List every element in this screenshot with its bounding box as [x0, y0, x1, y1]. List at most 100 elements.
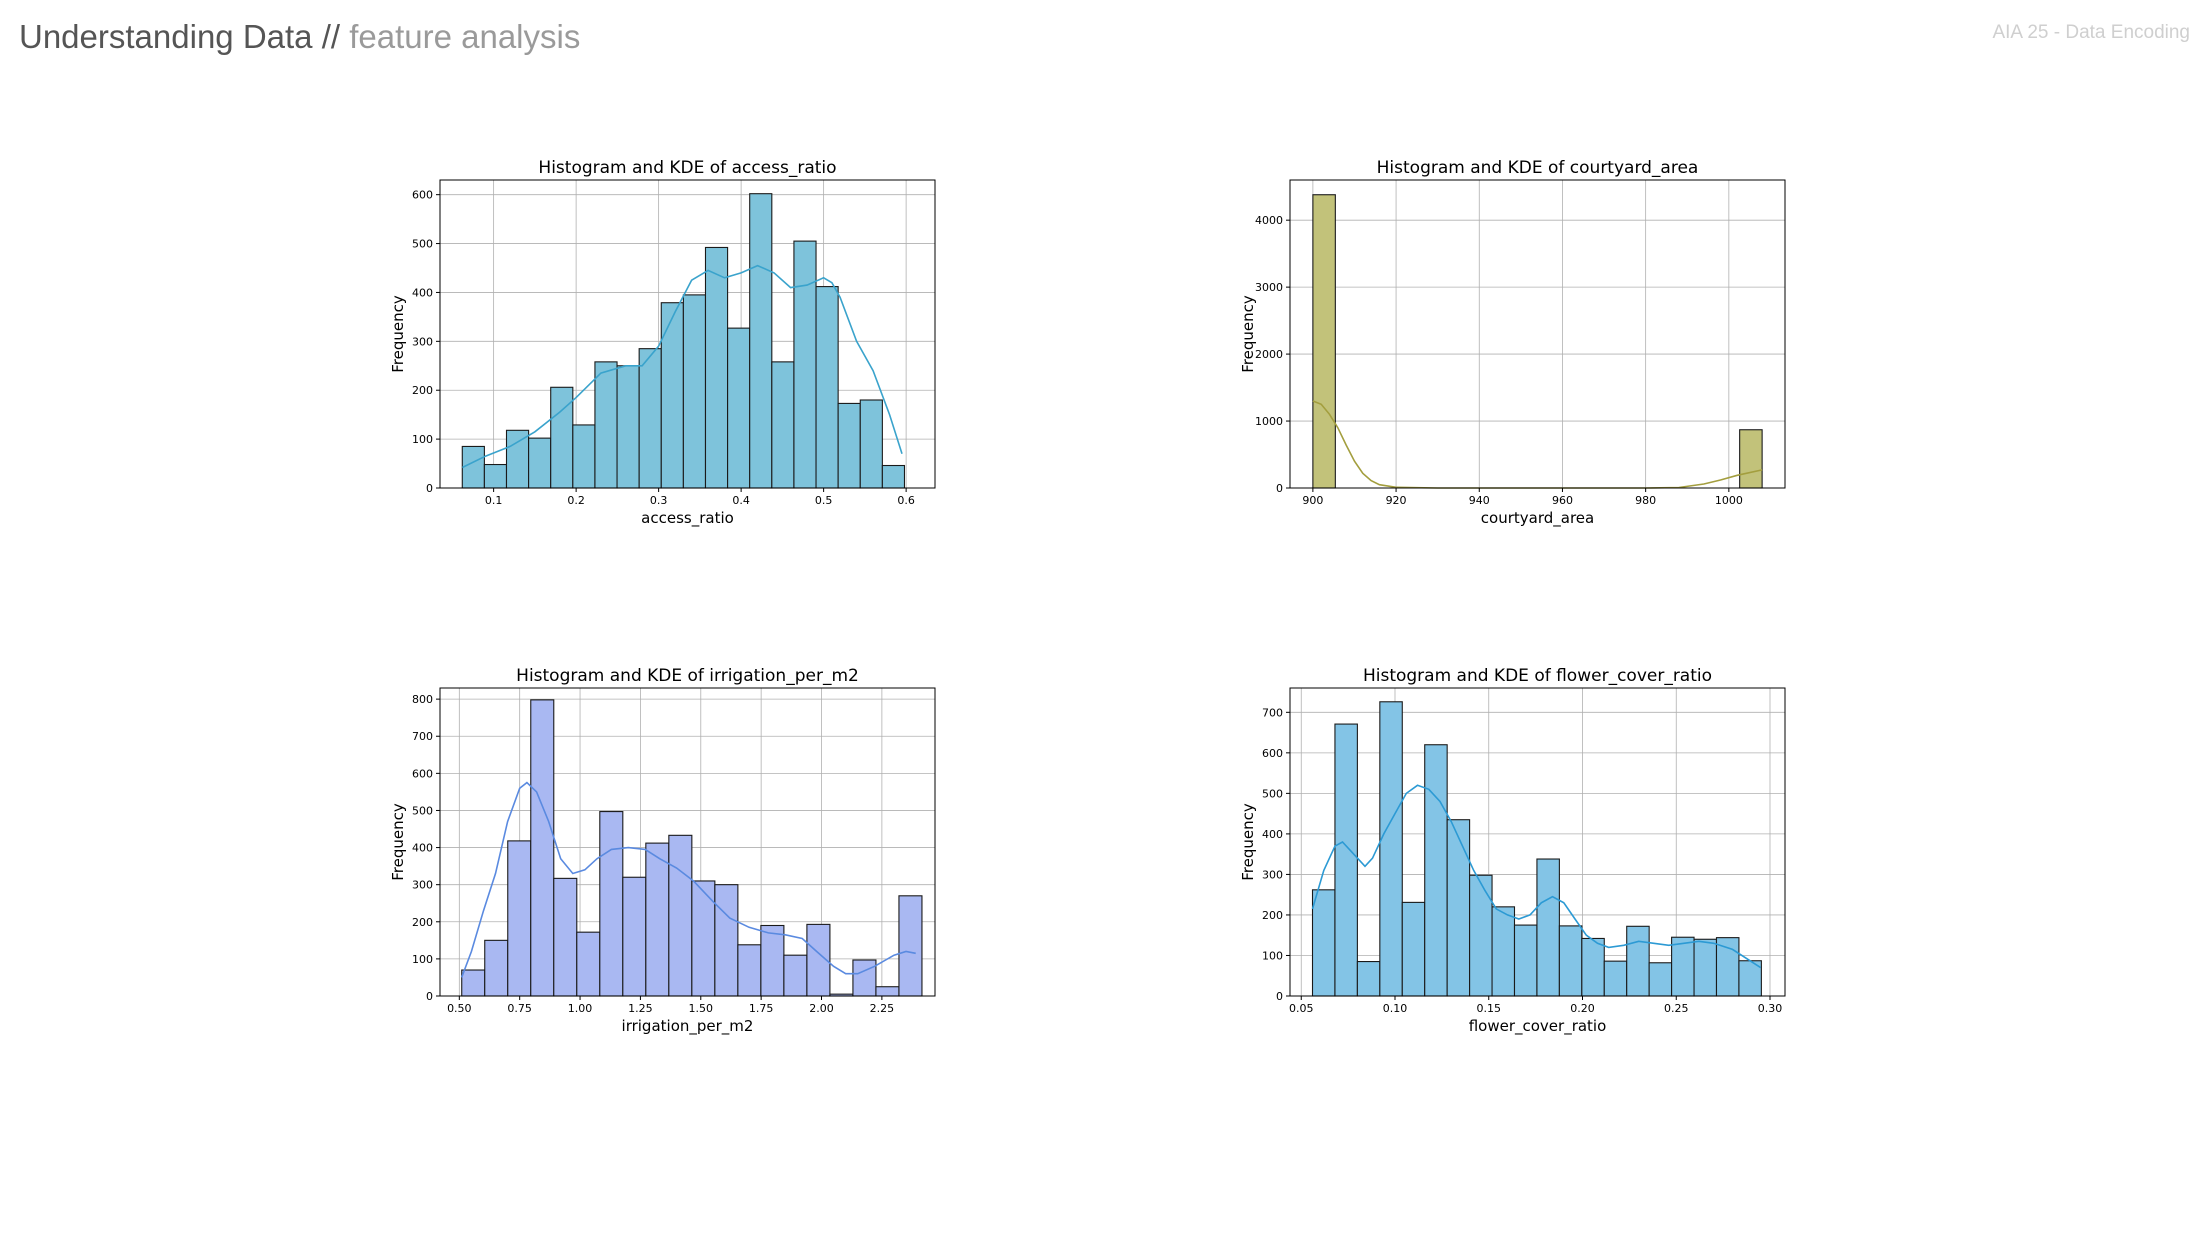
histogram-flower-cover-ratio: 0.05 0.10 0.15 0.20 0.25 0.30 0 100 200 300 400 500…: [1239, 666, 1786, 1036]
y-tick-label: 0: [426, 990, 433, 1003]
y-tick-label: 500: [1262, 787, 1283, 800]
histogram-bar: [1581, 937, 1605, 997]
x-tick-label: 2.00: [809, 1002, 834, 1015]
histogram-bar: [1469, 874, 1493, 997]
chart-title: Histogram and KDE of flower_cover_ratio: [1363, 666, 1712, 686]
histogram-bar: [1626, 925, 1650, 997]
histogram-bar: [1424, 744, 1448, 997]
y-tick-label: 0: [1276, 482, 1283, 495]
histogram-bar: [599, 811, 624, 997]
x-axis-label: irrigation_per_m2: [622, 1017, 754, 1036]
x-tick-label: 0.20: [1570, 1002, 1595, 1015]
histogram-bar: [594, 361, 618, 489]
histogram-bar: [1379, 701, 1403, 997]
y-tick-label: 600: [412, 767, 433, 780]
slide-subtitle: feature analysis: [349, 18, 581, 55]
x-tick-label: 0.50: [447, 1002, 472, 1015]
histogram-bar: [691, 880, 716, 997]
x-tick-label: 0.15: [1477, 1002, 1502, 1015]
y-tick-label: 0: [426, 482, 433, 495]
chart-title: Histogram and KDE of irrigation_per_m2: [516, 666, 859, 686]
x-tick-label: 920: [1386, 494, 1407, 507]
histogram-bar: [576, 931, 601, 997]
histogram-bar: [1311, 889, 1336, 997]
histogram-bar: [837, 402, 861, 489]
y-axis-label: Frequency: [389, 803, 407, 881]
x-tick-label: 0.05: [1289, 1002, 1314, 1015]
y-axis-label: Frequency: [1239, 295, 1257, 373]
histogram-bar: [1334, 723, 1358, 997]
histogram-bar: [668, 834, 693, 997]
histogram-bar: [530, 699, 555, 997]
histogram-bar: [859, 399, 883, 489]
plot-frame: [1289, 179, 1786, 489]
x-tick-label: 1.50: [689, 1002, 714, 1015]
histogram-access-ratio: 0.1 0.2 0.3 0.4 0.5 0.6 0 100 200 300 400 500 600 His…: [389, 158, 936, 528]
kde-curve: [1312, 400, 1763, 489]
histogram-bar: [622, 876, 647, 997]
histogram-bar: [1671, 936, 1695, 997]
y-tick-label: 400: [412, 286, 433, 299]
histogram-courtyard-area: 900 920 940 960 980 1000 0 1000 2000 3000 4000 Hist…: [1239, 158, 1786, 528]
x-tick-label: 1000: [1715, 494, 1743, 507]
x-tick-label: 0.6: [897, 494, 915, 507]
y-tick-label: 200: [1262, 909, 1283, 922]
x-tick-label: 1.75: [749, 1002, 774, 1015]
histogram-bar: [1536, 858, 1560, 997]
histogram-bar: [771, 361, 795, 489]
plot-frame: [439, 179, 936, 489]
x-tick-label: 960: [1552, 494, 1573, 507]
histogram-bar: [1715, 937, 1740, 997]
y-tick-label: 4000: [1255, 214, 1283, 227]
histogram-bar: [645, 842, 670, 997]
x-tick-label: 0.4: [732, 494, 750, 507]
y-tick-label: 400: [1262, 828, 1283, 841]
x-axis-label: access_ratio: [641, 509, 734, 528]
kde-curve: [460, 781, 916, 978]
histogram-bar: [483, 463, 508, 489]
histogram-bar: [507, 840, 532, 997]
histogram-bar: [528, 437, 552, 489]
histogram-bar: [737, 944, 762, 997]
histogram-bar: [1513, 924, 1538, 997]
x-tick-label: 1.25: [628, 1002, 653, 1015]
slide-title: Understanding Data // feature analysis: [19, 18, 580, 56]
y-tick-label: 100: [412, 433, 433, 446]
histogram-bar: [749, 193, 773, 489]
histogram-bar: [793, 240, 817, 489]
histogram-irrigation-per-m2: 0.50 0.75 1.00 1.25 1.50 1.75 2.00 2.25 0 100 200 3…: [389, 666, 936, 1036]
y-tick-label: 1000: [1255, 415, 1283, 428]
histogram-bar: [1312, 194, 1336, 489]
histogram-bar: [461, 445, 485, 489]
y-tick-label: 300: [412, 879, 433, 892]
x-tick-label: 0.3: [650, 494, 668, 507]
x-tick-label: 0.30: [1758, 1002, 1783, 1015]
plot-frame: [1289, 687, 1786, 997]
histogram-bar: [898, 895, 923, 997]
histogram-bar: [1401, 901, 1426, 997]
x-tick-label: 0.2: [567, 494, 585, 507]
histogram-bar: [1356, 961, 1381, 997]
x-tick-label: 0.75: [507, 1002, 532, 1015]
histogram-bar: [553, 877, 578, 997]
x-tick-label: 1.00: [568, 1002, 593, 1015]
histogram-bar: [682, 294, 707, 489]
histogram-bar: [875, 986, 900, 997]
histogram-bar: [1603, 960, 1628, 997]
histogram-bar: [461, 969, 486, 997]
y-axis-label: Frequency: [389, 295, 407, 373]
x-tick-label: 2.25: [870, 1002, 895, 1015]
kde-curve: [461, 264, 903, 469]
y-tick-label: 600: [412, 189, 433, 202]
x-axis-label: flower_cover_ratio: [1469, 1017, 1607, 1036]
y-tick-label: 100: [1262, 949, 1283, 962]
histogram-bar: [704, 246, 729, 489]
y-tick-label: 500: [412, 804, 433, 817]
histogram-bar: [1446, 819, 1471, 997]
y-tick-label: 300: [1262, 868, 1283, 881]
chart-title: Histogram and KDE of access_ratio: [538, 158, 836, 178]
plot-frame: [439, 687, 936, 997]
histogram-bar: [616, 365, 640, 489]
y-tick-label: 500: [412, 238, 433, 251]
histogram-bar: [1693, 938, 1718, 997]
